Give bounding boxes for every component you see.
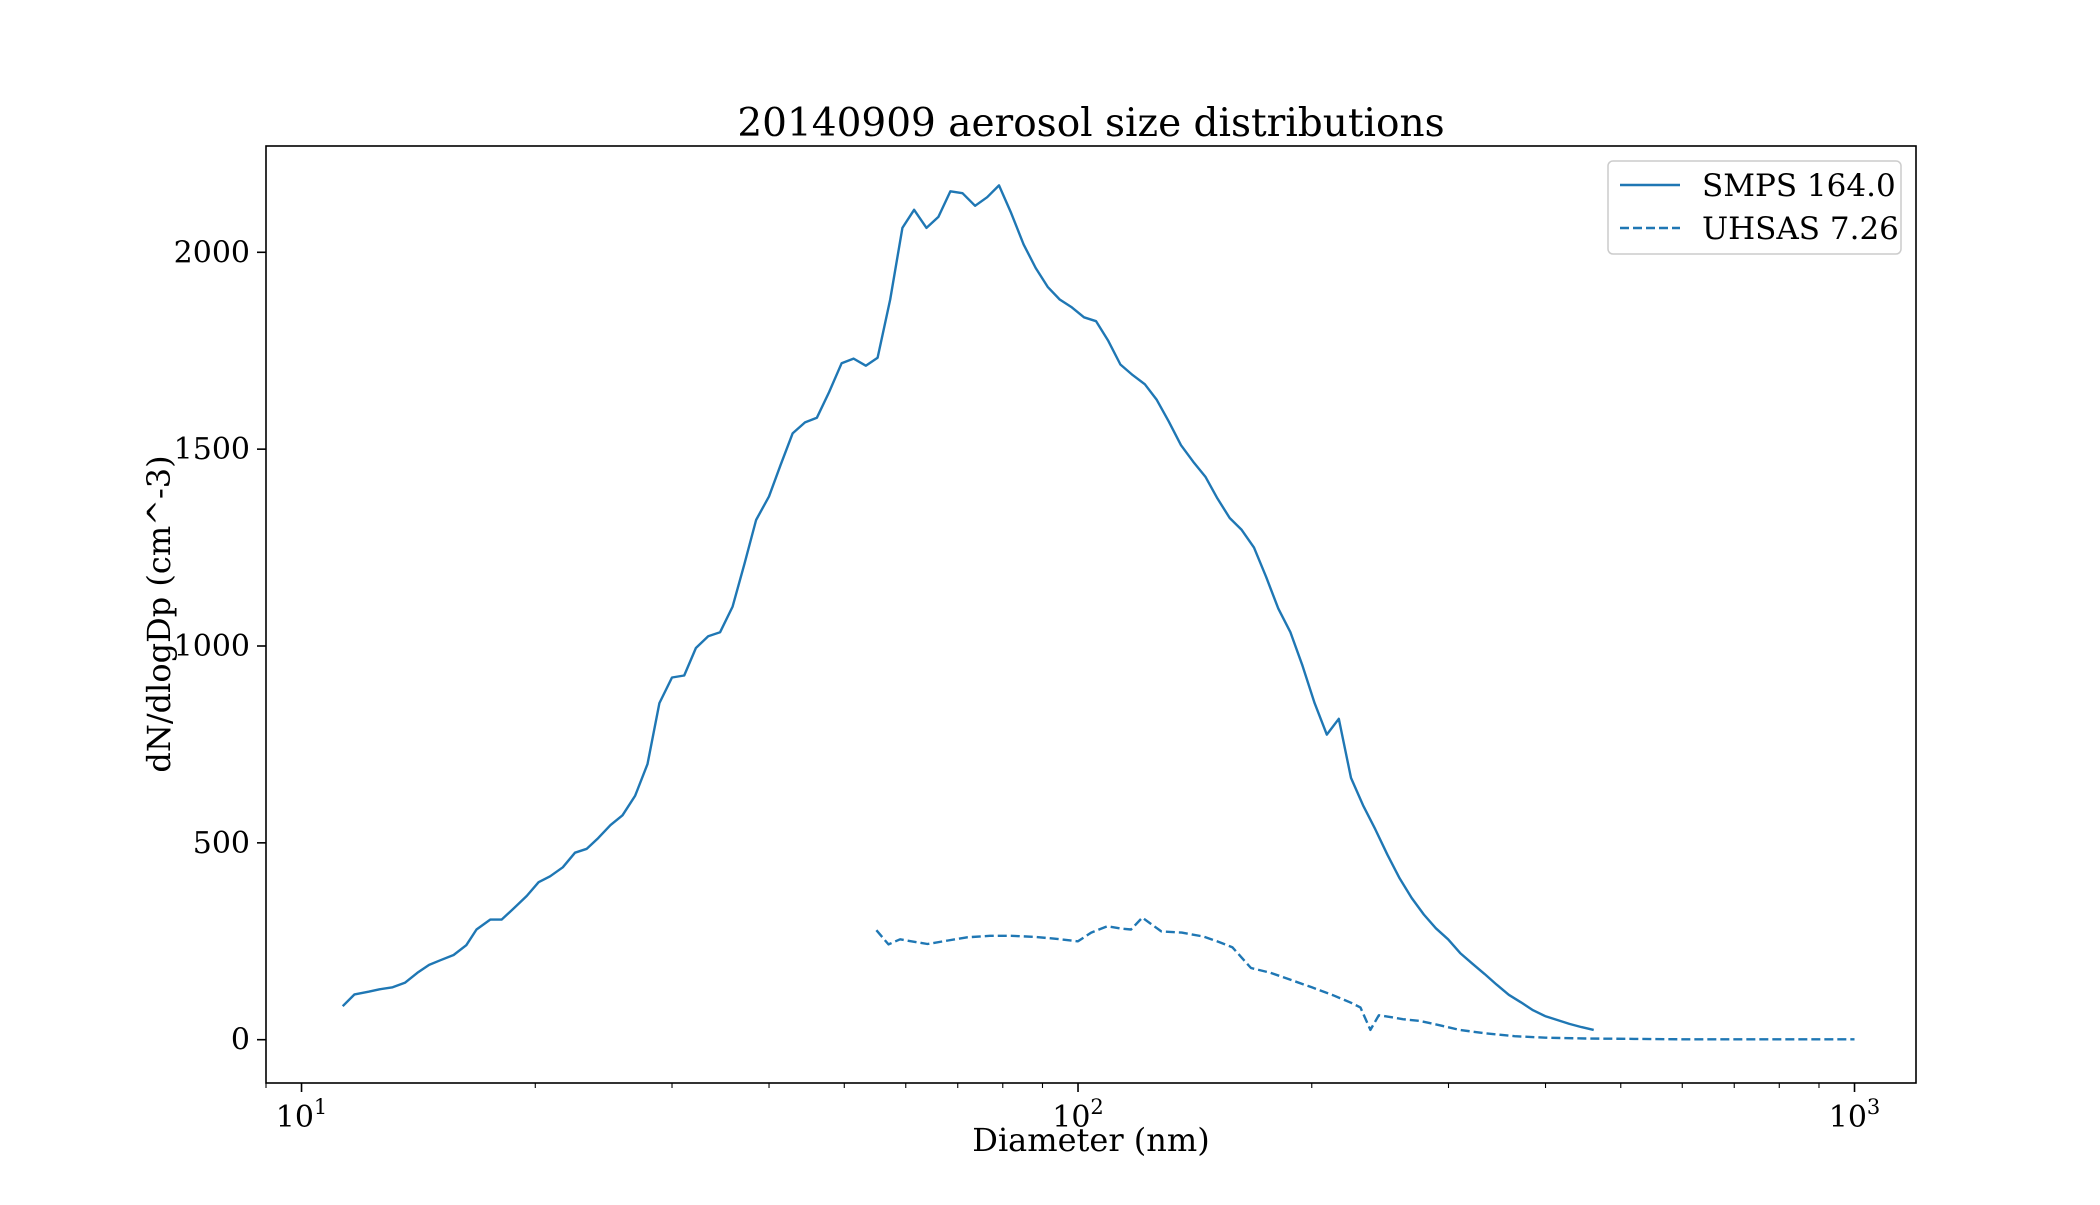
- y-axis-label: dN/dlogDp (cm^-3): [140, 455, 178, 772]
- y-axis-ticks: 0 500 1000 1500 2000: [174, 235, 266, 1058]
- x-axis-ticks: 101 102 103: [265, 1083, 1881, 1135]
- legend-label-uhsas: UHSAS 7.26: [1702, 211, 1899, 247]
- legend-box: [1607, 160, 1902, 255]
- smps-series-line: [341, 184, 1594, 1032]
- y-tick-label: 1000: [174, 629, 250, 664]
- uhsas-series-line: [875, 916, 1855, 1041]
- y-tick-label: 0: [231, 1023, 250, 1058]
- legend: SMPS 164.0 UHSAS 7.26: [1607, 160, 1902, 255]
- y-tick-label: 2000: [174, 235, 250, 270]
- x-tick-label: 101: [276, 1095, 328, 1135]
- x-tick-label: 103: [1829, 1095, 1881, 1135]
- y-tick-label: 500: [193, 826, 250, 861]
- series-layer: [341, 184, 1855, 1041]
- plot-area-frame: [265, 145, 1917, 1084]
- x-axis-label: Diameter (nm): [972, 1121, 1209, 1159]
- legend-label-smps: SMPS 164.0: [1702, 168, 1896, 204]
- x-tick-label: 102: [1052, 1095, 1104, 1135]
- y-tick-label: 1500: [174, 432, 250, 467]
- chart-title: 20140909 aerosol size distributions: [737, 101, 1444, 146]
